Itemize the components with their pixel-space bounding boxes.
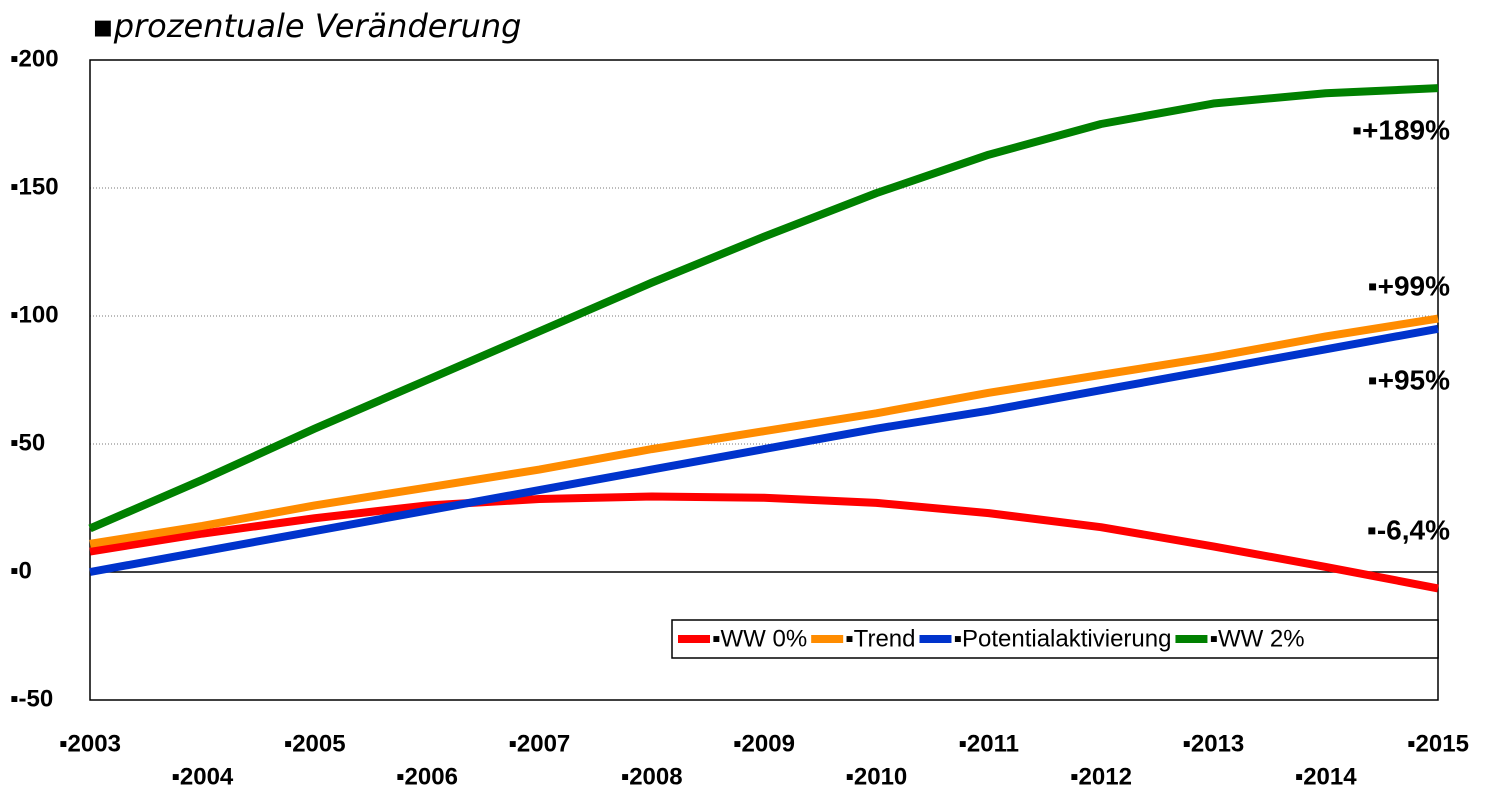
x-tick-label: ▪2011 xyxy=(958,730,1019,757)
legend-label: ▪Trend xyxy=(845,625,915,652)
x-tick-label: ▪2014 xyxy=(1295,763,1358,790)
annotation: ▪+99% xyxy=(1368,270,1450,301)
annotation: ▪-6,4% xyxy=(1367,514,1450,545)
series-line xyxy=(88,84,1439,533)
plot-border xyxy=(89,59,1439,701)
y-tick-label: ▪50 xyxy=(10,429,45,456)
annotation: ▪+95% xyxy=(1368,364,1450,395)
annotation: ▪+189% xyxy=(1352,114,1450,145)
chart-title: ▪prozentuale Veränderung xyxy=(92,7,521,45)
y-tick-label: ▪200 xyxy=(10,45,59,72)
x-tick-label: ▪2008 xyxy=(621,763,683,790)
legend-label: ▪WW 0% xyxy=(712,625,807,652)
y-tick-label: ▪0 xyxy=(10,557,32,584)
y-tick-label: ▪-50 xyxy=(10,685,53,712)
x-tick-label: ▪2005 xyxy=(284,730,346,757)
x-tick-label: ▪2006 xyxy=(396,763,458,790)
x-tick-label: ▪2015 xyxy=(1407,730,1469,757)
y-tick-label: ▪100 xyxy=(10,301,59,328)
x-tick-label: ▪2009 xyxy=(733,730,795,757)
series-line xyxy=(89,492,1439,593)
x-tick-label: ▪2010 xyxy=(845,763,907,790)
series-line xyxy=(89,324,1439,576)
y-tick-label: ▪150 xyxy=(10,173,59,200)
x-tick-label: ▪2003 xyxy=(59,730,121,757)
legend-label: ▪Potentialaktivierung xyxy=(953,625,1171,652)
legend-label: ▪WW 2% xyxy=(1209,625,1304,652)
x-tick-label: ▪2007 xyxy=(508,730,570,757)
x-tick-label: ▪2012 xyxy=(1070,763,1132,790)
x-tick-label: ▪2004 xyxy=(171,763,234,790)
legend-box xyxy=(671,619,1439,659)
x-tick-label: ▪2013 xyxy=(1182,730,1244,757)
series-line xyxy=(89,314,1439,548)
